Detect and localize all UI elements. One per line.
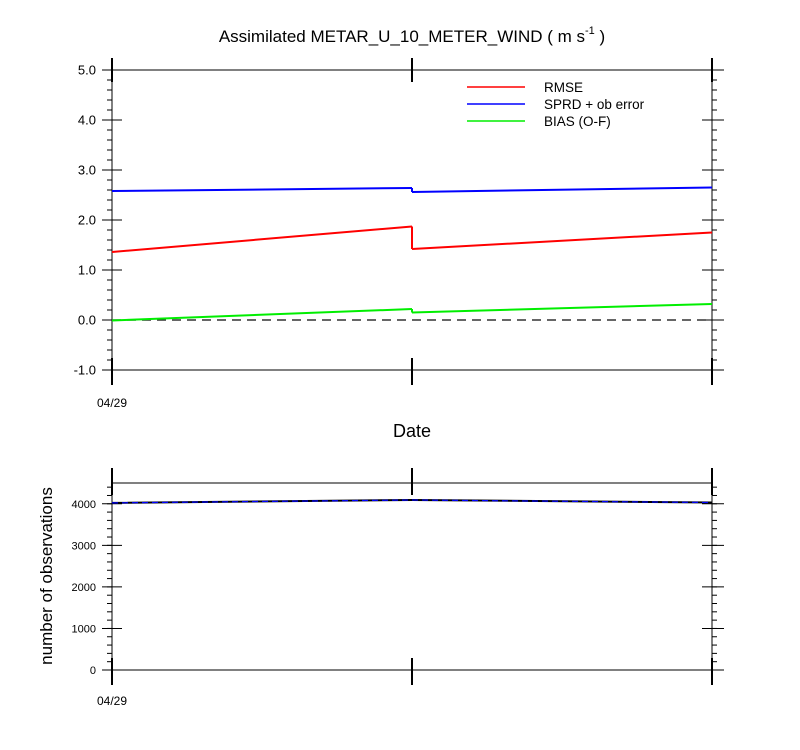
- x-tick-label: 04/29: [97, 694, 127, 708]
- plot-frame: [111, 69, 713, 371]
- chart-title-end: ): [595, 27, 605, 46]
- y-tick-label: 0.0: [78, 313, 96, 328]
- y-tick-label: 4000: [72, 499, 96, 511]
- legend-label: SPRD + ob error: [544, 97, 645, 112]
- legend-label: BIAS (O-F): [544, 114, 611, 129]
- series-line: [411, 231, 713, 250]
- series-line: [111, 225, 413, 253]
- y-tick-label: 0: [90, 665, 96, 677]
- series-line: [411, 186, 713, 193]
- x-axis-label: Date: [393, 421, 431, 441]
- y-tick-label: 2.0: [78, 213, 96, 228]
- y-tick-label: 4.0: [78, 113, 96, 128]
- obs-count-line: [111, 499, 713, 504]
- top-panel: Assimilated METAR_U_10_METER_WIND ( m s-…: [74, 25, 724, 441]
- y-tick-label: 5.0: [78, 63, 96, 78]
- y-tick-label: -1.0: [74, 363, 96, 378]
- chart-title-main: Assimilated METAR_U_10_METER_WIND ( m s: [219, 27, 585, 46]
- x-tick-label: 04/29: [97, 396, 127, 410]
- y-axis-label: number of observations: [37, 487, 56, 665]
- series-line: [111, 308, 413, 322]
- y-tick-label: 3.0: [78, 163, 96, 178]
- series-line: [411, 303, 713, 314]
- y-tick-label: 3000: [72, 540, 96, 552]
- chart-title: Assimilated METAR_U_10_METER_WIND ( m s-…: [219, 25, 605, 46]
- series-line: [111, 187, 413, 192]
- bottom-panel: number of observations 04/29 0 1000 2000 30…: [37, 468, 724, 708]
- chart-title-sup: -1: [585, 25, 595, 37]
- legend-label: RMSE: [544, 80, 583, 95]
- y-tick-label: 1.0: [78, 263, 96, 278]
- plot-frame: [111, 482, 713, 671]
- y-tick-label: 2000: [72, 582, 96, 594]
- y-tick-label: 1000: [72, 623, 96, 635]
